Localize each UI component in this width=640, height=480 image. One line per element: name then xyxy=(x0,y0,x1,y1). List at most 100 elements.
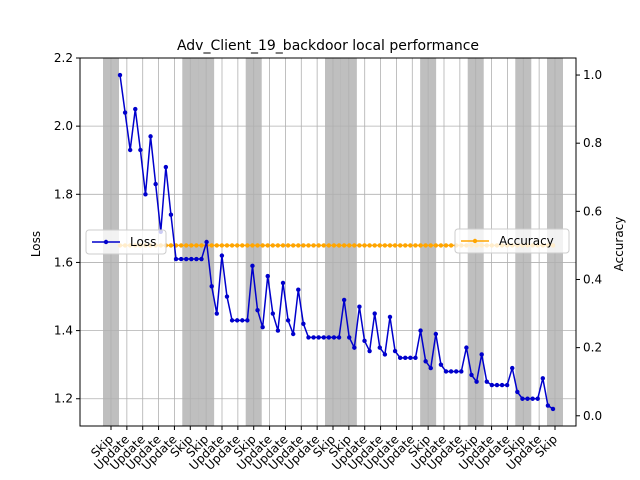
loss-point xyxy=(510,365,515,371)
loss-point xyxy=(341,297,347,303)
loss-point xyxy=(250,263,255,269)
loss-point xyxy=(117,72,123,78)
loss-point xyxy=(194,256,199,262)
accuracy-point xyxy=(265,243,270,248)
accuracy-point xyxy=(178,243,184,248)
legend-loss-marker xyxy=(103,239,109,245)
accuracy-point xyxy=(224,243,230,248)
loss-point xyxy=(413,355,418,361)
loss-point xyxy=(336,335,342,340)
loss-point xyxy=(173,256,179,262)
y2-tick-label: 0.0 xyxy=(583,409,602,423)
loss-point xyxy=(168,212,174,217)
accuracy-point xyxy=(296,243,301,248)
loss-point xyxy=(245,318,250,323)
accuracy-point xyxy=(377,243,382,248)
loss-point xyxy=(464,345,469,350)
loss-point xyxy=(408,355,413,361)
accuracy-point xyxy=(331,243,337,248)
loss-point xyxy=(184,256,189,262)
legend-loss-box xyxy=(85,229,167,255)
chart-title: Adv_Client_19_backdoor local performance xyxy=(177,38,479,54)
loss-point xyxy=(515,389,520,395)
y-tick-label: 1.8 xyxy=(54,187,73,201)
loss-point xyxy=(352,345,357,350)
loss-point xyxy=(219,253,225,258)
accuracy-point xyxy=(301,243,306,248)
loss-point xyxy=(459,369,464,374)
loss-point xyxy=(143,192,148,197)
loss-point xyxy=(229,318,235,323)
loss-point xyxy=(382,352,388,357)
accuracy-point xyxy=(392,243,398,248)
loss-point xyxy=(540,376,546,381)
loss-point xyxy=(550,406,556,412)
y-axis-label: Loss xyxy=(29,231,43,257)
y2-tick-label: 1.0 xyxy=(583,68,602,82)
accuracy-point xyxy=(280,243,286,248)
accuracy-point xyxy=(352,243,357,248)
accuracy-point xyxy=(229,243,235,248)
loss-point xyxy=(138,147,143,153)
accuracy-point xyxy=(326,243,332,248)
loss-point xyxy=(224,294,230,299)
loss-point xyxy=(270,311,276,316)
accuracy-point xyxy=(397,243,403,248)
accuracy-point xyxy=(448,243,454,248)
accuracy-point xyxy=(438,243,444,248)
accuracy-point xyxy=(357,243,362,248)
loss-point xyxy=(433,331,439,337)
loss-point xyxy=(387,314,393,320)
loss-point xyxy=(306,335,311,340)
loss-point xyxy=(234,318,240,323)
accuracy-point xyxy=(336,243,342,248)
accuracy-point xyxy=(234,243,240,248)
legend-loss-label: Loss xyxy=(130,235,156,249)
loss-point xyxy=(535,396,540,401)
right-axis-ticks: 0.0 0.2 0.4 0.6 0.8 1.0 xyxy=(576,68,602,423)
x-axis-ticks: SkipUpdateUpdateUpdateUpdateSkipSkipUpda… xyxy=(88,426,560,473)
loss-point xyxy=(326,335,332,340)
loss-point xyxy=(479,352,484,357)
legend-accuracy-label: Accuracy xyxy=(499,234,554,248)
loss-point xyxy=(301,321,306,326)
accuracy-point xyxy=(316,243,321,248)
y2-tick-label: 0.2 xyxy=(583,341,602,355)
y-gridlines xyxy=(80,57,576,400)
loss-point xyxy=(454,369,459,374)
y-tick-label: 2.2 xyxy=(54,51,73,65)
loss-point xyxy=(520,396,525,401)
accuracy-point xyxy=(311,243,316,248)
y2-tick-label: 0.4 xyxy=(583,272,602,286)
loss-point xyxy=(204,239,209,245)
legend-accuracy-box xyxy=(454,228,570,254)
accuracy-point xyxy=(372,243,377,248)
accuracy-point xyxy=(428,243,433,248)
y-tick-label: 1.4 xyxy=(54,324,73,338)
loss-point xyxy=(189,256,194,262)
loss-point xyxy=(397,355,403,361)
loss-point xyxy=(357,304,362,309)
loss-point xyxy=(494,382,500,388)
accuracy-point xyxy=(341,243,347,248)
loss-point xyxy=(377,345,382,350)
accuracy-point xyxy=(362,243,367,248)
legend-loss: Loss xyxy=(85,229,167,255)
loss-point xyxy=(489,382,495,388)
accuracy-point xyxy=(240,243,245,248)
accuracy-point xyxy=(413,243,418,248)
accuracy-point xyxy=(189,243,194,248)
accuracy-point xyxy=(260,243,265,248)
loss-point xyxy=(362,338,367,344)
accuracy-point xyxy=(219,243,225,248)
loss-point xyxy=(545,403,551,408)
y2-tick-label: 0.8 xyxy=(583,136,602,150)
loss-point xyxy=(443,369,449,374)
loss-point xyxy=(280,280,286,286)
loss-point xyxy=(367,348,372,354)
loss-point xyxy=(275,328,281,333)
y-tick-label: 1.2 xyxy=(54,392,73,406)
loss-point xyxy=(178,256,184,262)
accuracy-point xyxy=(214,243,219,248)
loss-point xyxy=(163,164,169,170)
